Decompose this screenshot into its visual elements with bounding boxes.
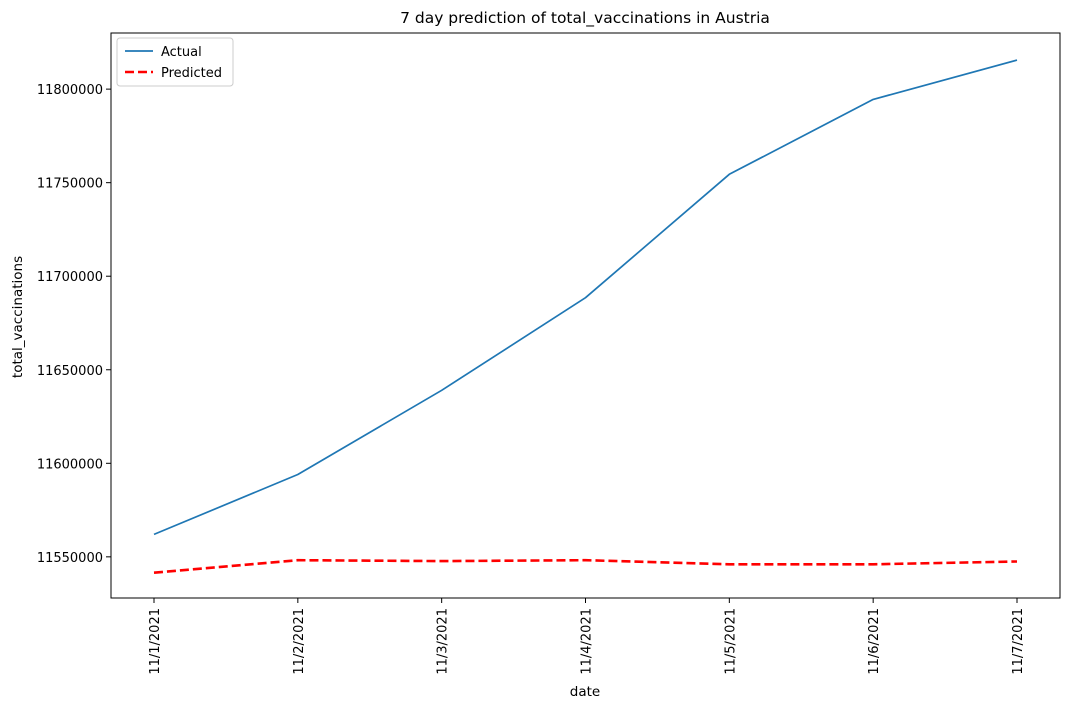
chart-title: 7 day prediction of total_vaccinations i…	[400, 9, 770, 28]
y-tick-label: 11550000	[37, 551, 103, 566]
series-line-predicted	[153, 558, 1018, 574]
x-tick-label: 11/5/2021	[723, 608, 738, 675]
y-tick-label: 11800000	[37, 83, 103, 98]
legend-box	[116, 37, 234, 87]
legend-label-actual: Actual	[161, 45, 202, 60]
y-tick-label: 11650000	[37, 364, 103, 379]
x-tick-label: 11/1/2021	[148, 608, 163, 675]
series-line-actual	[153, 59, 1018, 536]
x-tick-label: 11/7/2021	[1011, 608, 1026, 675]
plot-area: 11550000 11600000 11650000 11700000 11750000…	[37, 32, 1061, 675]
x-axis-label: date	[570, 684, 600, 700]
x-tick-label: 11/6/2021	[867, 608, 882, 675]
x-tick-label: 11/2/2021	[292, 608, 307, 675]
y-tick-label: 11750000	[37, 177, 103, 192]
y-tick-label: 11600000	[37, 457, 103, 472]
legend: Actual Predicted	[116, 37, 234, 87]
y-axis-label: total_vaccinations	[10, 256, 26, 378]
x-tick-label: 11/3/2021	[436, 608, 451, 675]
y-tick-label: 11700000	[37, 270, 103, 285]
legend-label-predicted: Predicted	[161, 66, 222, 81]
x-tick-label: 11/4/2021	[580, 608, 595, 675]
